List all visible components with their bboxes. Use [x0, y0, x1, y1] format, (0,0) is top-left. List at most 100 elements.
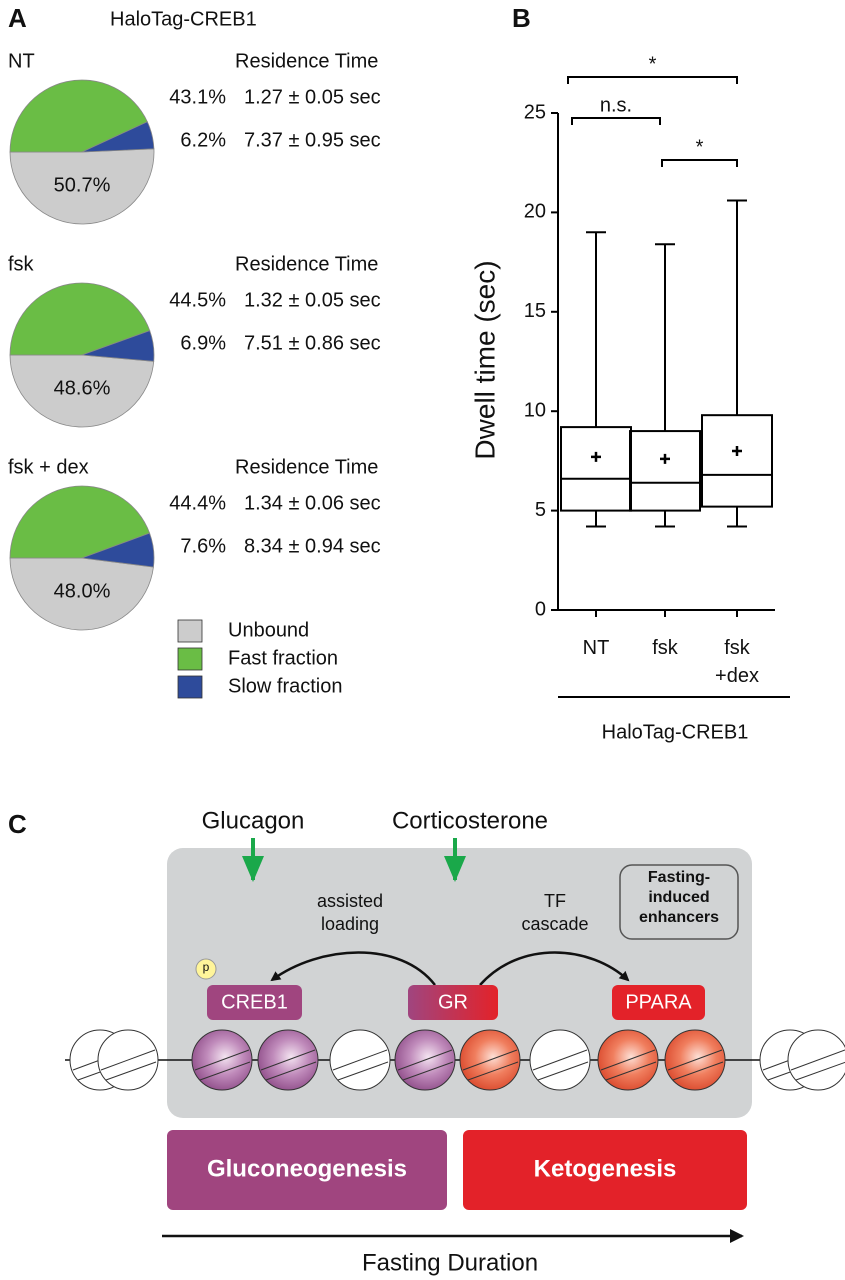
pie-slice [9, 282, 151, 356]
pie-slice [81, 121, 155, 153]
process-label: Ketogenesis [534, 1155, 677, 1182]
value-label: 44.5% [169, 289, 226, 311]
series-name: fsk [8, 253, 35, 275]
dna-wrap [397, 1049, 453, 1071]
signal-label: Glucagon [202, 807, 305, 834]
value-label: 7.6% [180, 535, 226, 557]
dna-wrap [265, 1061, 317, 1081]
dna-wrap [260, 1049, 316, 1071]
mean-marker [732, 445, 742, 456]
phospho-mark [195, 958, 217, 980]
dna-wrap [194, 1049, 250, 1071]
sig-bracket [661, 159, 738, 167]
series-name: NT [8, 50, 35, 72]
value-label: 6.2% [180, 129, 226, 151]
panel-label: B [512, 3, 531, 33]
value-label: 50.7% [54, 174, 111, 196]
process-label: Gluconeogenesis [207, 1155, 407, 1182]
value-label: 6.9% [180, 332, 226, 354]
dna-wrap [100, 1049, 156, 1071]
factor-box [612, 985, 705, 1020]
pie-slice [9, 79, 148, 153]
x-tick-label: fsk [652, 637, 678, 659]
residence-time: 1.34 ± 0.06 sec [244, 492, 381, 514]
y-tick-label: 5 [535, 499, 546, 521]
process-box [167, 1130, 447, 1210]
pie-slice [9, 485, 151, 559]
x-axis-label: HaloTag-CREB1 [602, 721, 749, 743]
dna-wrap [105, 1061, 157, 1081]
enhancer-box [619, 864, 739, 940]
pie-slice [9, 148, 155, 225]
residence-title: Residence Time [235, 50, 378, 72]
box [629, 430, 701, 512]
value-label: 44.4% [169, 492, 226, 514]
axis-label: Fasting Duration [362, 1249, 538, 1276]
dna-wrap [667, 1049, 723, 1071]
sig-label: * [696, 136, 704, 158]
pie-slice [9, 354, 155, 428]
sig-label: * [649, 53, 657, 75]
dna-wrap [199, 1061, 251, 1081]
legend-label: Fast fraction [228, 647, 338, 669]
signal-label: Corticosterone [392, 807, 548, 834]
sig-bracket [567, 76, 738, 84]
mean-marker [660, 453, 670, 464]
dna-wrap [462, 1049, 518, 1071]
dna-wrap [537, 1061, 589, 1081]
legend-label: Slow fraction [228, 675, 343, 697]
enhancer-label: Fasting- induced enhancers [638, 869, 720, 926]
residence-title: Residence Time [235, 456, 378, 478]
value-label: 48.6% [54, 377, 111, 399]
pie-slice [81, 532, 155, 568]
cascade-arrow [479, 951, 630, 986]
dna-wrap [532, 1049, 588, 1071]
pie-slice [81, 330, 155, 362]
phospho-label: p [203, 960, 210, 974]
factor-box [408, 985, 498, 1020]
x-tick-label: NT [582, 637, 610, 659]
dna-wrap [672, 1061, 724, 1081]
legend-swatch [177, 675, 203, 699]
legend-swatch [177, 619, 203, 643]
panel-label: C [8, 809, 27, 839]
dna-wrap [402, 1061, 454, 1081]
factor-label: CREB1 [221, 991, 288, 1013]
residence-time: 7.37 ± 0.95 sec [244, 129, 381, 151]
residence-time: 1.27 ± 0.05 sec [244, 86, 381, 108]
chart-title: HaloTag-CREB1 [110, 8, 257, 30]
mean-marker [591, 451, 601, 462]
value-label: 43.1% [169, 86, 226, 108]
y-tick-label: 10 [524, 399, 546, 421]
box [701, 414, 773, 508]
assist-arrow [270, 951, 436, 986]
residence-time: 1.32 ± 0.05 sec [244, 289, 381, 311]
legend-label: Unbound [228, 619, 309, 641]
y-tick-label: 25 [524, 101, 546, 123]
y-tick-label: 20 [524, 201, 546, 223]
factor-box [207, 985, 302, 1020]
dna-wrap [337, 1061, 389, 1081]
residence-title: Residence Time [235, 253, 378, 275]
y-tick-label: 0 [535, 598, 546, 620]
series-name: fsk + dex [8, 456, 89, 478]
factor-label: PPARA [625, 991, 692, 1013]
dna-wrap [600, 1049, 656, 1071]
nucleosome [787, 1029, 845, 1091]
sig-label: n.s. [600, 94, 632, 116]
residence-time: 7.51 ± 0.86 sec [244, 332, 381, 354]
pie-slice [9, 557, 154, 631]
x-tick-label: fsk +dex [715, 637, 759, 687]
arrow-label: assisted loading [316, 891, 384, 935]
dna-wrap [790, 1049, 845, 1071]
process-box [463, 1130, 747, 1210]
y-axis-label: Dwell time (sec) [469, 260, 500, 459]
dna-wrap [467, 1061, 519, 1081]
dna-wrap [795, 1061, 845, 1081]
factor-label: GR [438, 991, 468, 1013]
sig-bracket [571, 117, 661, 125]
y-tick-label: 15 [524, 300, 546, 322]
arrow-label: TF cascade [521, 891, 589, 935]
panel-label: A [8, 3, 27, 33]
